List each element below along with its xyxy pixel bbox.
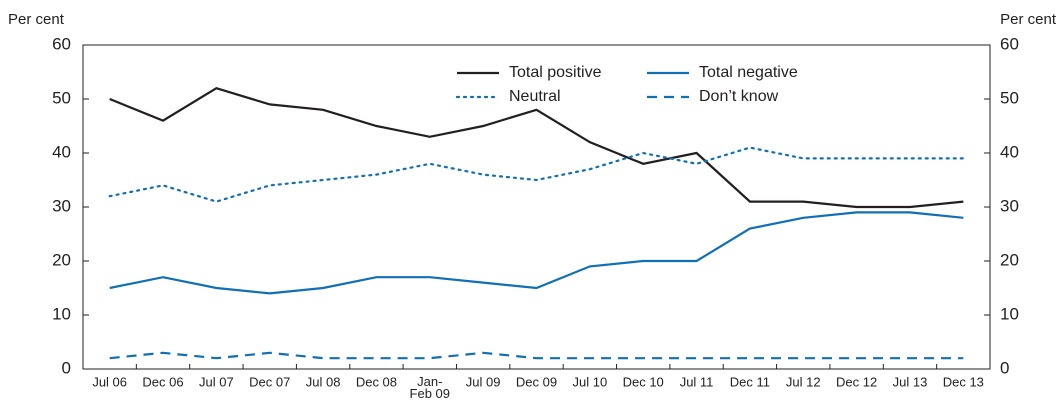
legend-label: Total negative — [699, 64, 798, 81]
series-line — [109, 351, 964, 360]
x-tick-label: Jul 06 — [92, 374, 127, 389]
x-tick-label: Jul 13 — [893, 374, 928, 389]
x-tick-label: Dec 08 — [356, 374, 397, 389]
series-line — [109, 87, 964, 209]
y-axis-label: Per cent — [8, 11, 65, 28]
y2-tick-label: 60 — [1000, 34, 1019, 53]
y-tick-label: 50 — [52, 88, 71, 107]
x-tick-label: Dec 11 — [730, 374, 770, 389]
y-tick-label: 10 — [52, 304, 71, 323]
x-tick-label: Dec 06 — [142, 374, 183, 389]
x-tick-label: Dec 10 — [623, 374, 664, 389]
y-tick-label: 60 — [52, 34, 71, 53]
series-line — [109, 211, 964, 295]
x-tick-label: Dec 13 — [943, 374, 984, 389]
legend-label: Neutral — [509, 88, 561, 105]
x-tick-label: Dec 07 — [249, 374, 290, 389]
y2-tick-label: 10 — [1000, 304, 1019, 323]
legend-label: Don’t know — [699, 88, 779, 105]
x-tick-label: Dec 12 — [836, 374, 877, 389]
y2-tick-label: 40 — [1000, 142, 1019, 161]
y2-tick-label: 0 — [1000, 358, 1009, 377]
y2-tick-label: 30 — [1000, 196, 1019, 215]
y-tick-label: 30 — [52, 196, 71, 215]
x-tick-label: Jul 07 — [199, 374, 234, 389]
legend-label: Total positive — [509, 64, 602, 81]
y2-axis-label: Per cent — [1000, 11, 1057, 28]
x-tick-label: Jul 09 — [466, 374, 501, 389]
y2-tick-label: 20 — [1000, 250, 1019, 269]
series-line — [108, 146, 965, 203]
x-tick-label: Dec 09 — [516, 374, 557, 389]
x-tick-label: Jul 12 — [786, 374, 821, 389]
x-tick-label: Jul 08 — [306, 374, 341, 389]
x-tick-label: Jul 11 — [680, 374, 714, 389]
x-tick-label: Jul 10 — [573, 374, 608, 389]
y2-tick-label: 50 — [1000, 88, 1019, 107]
y-tick-label: 0 — [62, 358, 71, 377]
x-tick-label: Jan-Feb 09 — [410, 374, 450, 401]
y-tick-label: 40 — [52, 142, 71, 161]
y-tick-label: 20 — [52, 250, 71, 269]
